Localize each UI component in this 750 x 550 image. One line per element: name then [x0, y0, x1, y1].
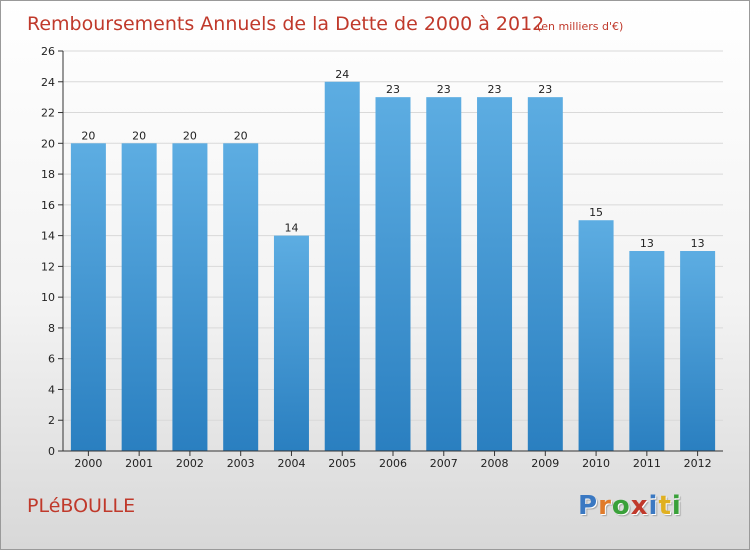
bar[interactable]	[477, 97, 513, 452]
bar-value-label: 15	[589, 206, 603, 219]
x-tick-label: 2000	[74, 457, 102, 470]
bar[interactable]	[426, 97, 462, 452]
bar-value-label: 23	[538, 83, 552, 96]
y-tick-label: 12	[41, 260, 55, 273]
x-tick-label: 2010	[582, 457, 610, 470]
bar-value-label: 20	[234, 129, 248, 142]
x-tick-label: 2001	[125, 457, 153, 470]
proxiti-logo[interactable]: Proxiti	[578, 491, 682, 521]
bar[interactable]	[172, 143, 208, 452]
bar-value-label: 20	[132, 129, 146, 142]
y-tick-label: 14	[41, 230, 55, 243]
bar[interactable]	[527, 97, 563, 452]
y-tick-label: 22	[41, 107, 55, 120]
x-tick-label: 2002	[176, 457, 204, 470]
bar[interactable]	[629, 251, 665, 451]
y-tick-label: 10	[41, 291, 55, 304]
y-tick-label: 20	[41, 137, 55, 150]
logo-letter: o	[611, 491, 631, 521]
bar-value-label: 23	[488, 83, 502, 96]
x-tick-label: 2003	[227, 457, 255, 470]
logo-letter: P	[578, 491, 599, 521]
bar-value-label: 23	[437, 83, 451, 96]
bar-value-label: 14	[284, 222, 298, 235]
y-tick-label: 6	[48, 353, 55, 366]
bar-value-label: 20	[81, 129, 95, 142]
y-tick-label: 16	[41, 199, 55, 212]
chart-unit: (en milliers d'€)	[537, 20, 623, 33]
bar[interactable]	[680, 251, 716, 451]
bar[interactable]	[121, 143, 157, 452]
bar-value-label: 13	[640, 237, 654, 250]
bar[interactable]	[70, 143, 106, 452]
y-tick-label: 0	[48, 445, 55, 458]
bar[interactable]	[375, 97, 411, 452]
bar[interactable]	[223, 143, 259, 452]
logo-letter: i	[648, 491, 659, 521]
y-tick-label: 2	[48, 414, 55, 427]
chart-title: Remboursements Annuels de la Dette de 20…	[27, 13, 544, 35]
x-tick-label: 2008	[481, 457, 509, 470]
logo-letter: i	[671, 491, 682, 521]
bar[interactable]	[324, 81, 360, 452]
bar[interactable]	[273, 235, 309, 451]
y-tick-label: 4	[48, 383, 55, 396]
bar-value-label: 20	[183, 129, 197, 142]
x-tick-label: 2011	[633, 457, 661, 470]
logo-letter: r	[598, 491, 612, 521]
y-tick-label: 24	[41, 76, 55, 89]
logo-letter: t	[658, 491, 672, 521]
bar-value-label: 23	[386, 83, 400, 96]
logo-letter: x	[630, 491, 649, 521]
x-tick-label: 2012	[684, 457, 712, 470]
y-tick-label: 18	[41, 168, 55, 181]
x-tick-label: 2007	[430, 457, 458, 470]
x-tick-label: 2006	[379, 457, 407, 470]
commune-name: PLéBOULLE	[27, 495, 136, 517]
x-tick-label: 2005	[328, 457, 356, 470]
y-tick-label: 26	[41, 45, 55, 58]
y-tick-label: 8	[48, 322, 55, 335]
bar-value-label: 24	[335, 68, 349, 81]
bar-value-label: 13	[691, 237, 705, 250]
x-tick-label: 2009	[531, 457, 559, 470]
x-tick-label: 2004	[277, 457, 305, 470]
bar-layer: 20 20 20 20 14 24 23 23 23 23 15 13 13	[70, 68, 716, 452]
bar[interactable]	[578, 220, 614, 451]
